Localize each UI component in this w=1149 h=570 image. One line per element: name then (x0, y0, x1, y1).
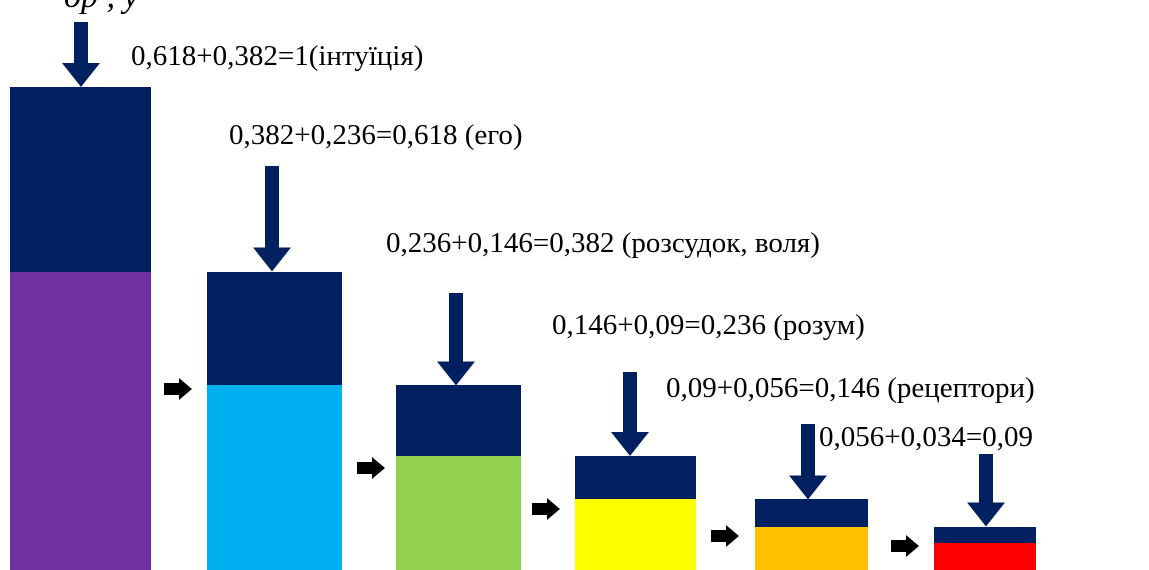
level-4-lower-segment (575, 499, 696, 570)
level-1-lower-segment (10, 271, 151, 570)
right-arrow-icon (357, 457, 385, 479)
level-5-upper-segment (755, 499, 868, 527)
level-6-upper-segment (934, 526, 1036, 543)
level-5-bar (755, 499, 868, 570)
level-2-label: 0,382+0,236=0,618 (его) (229, 119, 523, 151)
level-2-bar (207, 271, 342, 570)
right-arrow-icon (164, 378, 192, 400)
level-3-lower-segment (396, 456, 521, 570)
level-3-label: 0,236+0,146=0,382 (розсудок, воля) (386, 227, 820, 259)
right-arrow-icon (532, 498, 560, 520)
level-4-bar (575, 456, 696, 570)
level-2-upper-segment (207, 271, 342, 386)
level-4-upper-segment (575, 456, 696, 500)
level-3-upper-segment (396, 385, 521, 456)
down-arrow-icon (436, 293, 476, 386)
level-6-bar (934, 526, 1036, 570)
level-1-bar (10, 87, 151, 570)
level-1-upper-segment (10, 87, 151, 272)
down-arrow-icon (788, 424, 828, 500)
level-1-label: 0,618+0,382=1(інтуїція) (131, 40, 424, 72)
down-arrow-icon (610, 372, 650, 456)
level-4-label: 0,146+0,09=0,236 (розум) (552, 309, 865, 341)
down-arrow-icon (966, 454, 1006, 527)
down-arrow-icon (252, 166, 292, 272)
right-arrow-icon (891, 535, 919, 557)
cropped-heading-fragment: ор , у (64, 0, 139, 14)
right-arrow-icon (711, 525, 739, 547)
level-5-label: 0,09+0,056=0,146 (рецептори) (666, 372, 1035, 404)
level-5-lower-segment (755, 526, 868, 570)
level-6-lower-segment (934, 542, 1036, 570)
level-3-bar (396, 385, 521, 570)
down-arrow-icon (61, 22, 101, 87)
level-6-label: 0,056+0,034=0,09 (819, 421, 1033, 453)
level-2-lower-segment (207, 385, 342, 570)
